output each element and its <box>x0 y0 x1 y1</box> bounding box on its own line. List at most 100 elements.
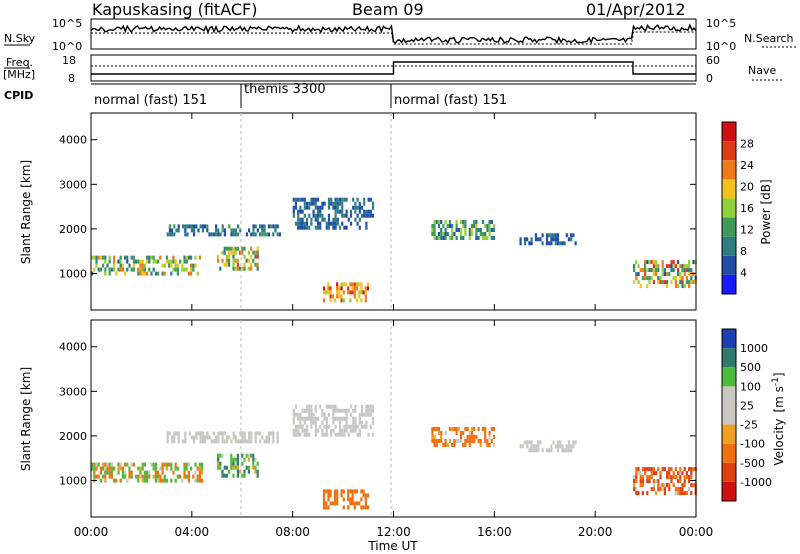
echo-cell <box>641 483 644 488</box>
echo-cell <box>674 491 677 496</box>
echo-cell <box>672 471 675 476</box>
echo-cell <box>159 478 162 483</box>
echo-cell <box>276 224 279 229</box>
echo-cell <box>570 448 573 453</box>
nsky-trace <box>90 23 697 45</box>
echo-cell <box>314 432 317 437</box>
x-tick-label: 12:00 <box>376 525 411 539</box>
echo-cell <box>688 467 691 472</box>
echo-cell <box>91 466 94 471</box>
echo-cell <box>183 255 186 260</box>
echo-cell <box>243 439 246 444</box>
echo-cell <box>344 282 348 287</box>
echo-cell <box>168 259 171 264</box>
echo-cell <box>674 280 677 285</box>
echo-cell <box>217 465 220 470</box>
echo-cell <box>104 271 107 276</box>
echo-cell <box>247 457 250 462</box>
echo-cell <box>477 427 480 431</box>
echo-cell <box>132 462 135 467</box>
nsearch-label: N.Search <box>744 32 794 45</box>
echo-cell <box>270 431 273 436</box>
echo-cell <box>333 497 337 502</box>
echo-cell <box>104 474 107 479</box>
echo-cell <box>104 466 107 471</box>
echo-cell <box>556 448 560 453</box>
power-colorbar-label: Power [dB] <box>759 179 773 244</box>
echo-cell <box>322 489 326 494</box>
echo-cell <box>681 487 684 492</box>
echo-cell <box>688 260 691 265</box>
colorbar-swatch <box>722 462 736 482</box>
echo-cell <box>292 408 295 413</box>
echo-cell <box>110 466 113 471</box>
echo-cell <box>128 466 131 471</box>
echo-cell <box>161 466 164 471</box>
echo-cell <box>362 493 365 498</box>
echo-cell <box>117 462 120 467</box>
echo-cell <box>239 250 242 255</box>
echo-cell <box>297 221 300 226</box>
echo-cell <box>345 424 348 429</box>
echo-cell <box>688 284 691 289</box>
echo-cell <box>308 225 311 230</box>
echo-cell <box>152 466 155 471</box>
echo-cell <box>340 489 343 494</box>
echo-cell <box>364 497 367 502</box>
echo-cell <box>173 435 176 440</box>
echo-cell <box>349 497 352 502</box>
echo-cell <box>204 439 207 444</box>
echo-cell <box>204 224 207 229</box>
echo-cell <box>637 471 640 476</box>
echo-cell <box>369 197 372 202</box>
echo-cell <box>666 264 669 269</box>
echo-cell <box>355 489 359 494</box>
echo-cell <box>232 435 235 440</box>
echo-cell <box>433 443 436 447</box>
echo-cell <box>208 232 211 237</box>
echo-cell <box>329 286 332 291</box>
echo-cell <box>556 237 560 242</box>
echo-cell <box>685 471 688 476</box>
echo-cell <box>366 505 370 510</box>
echo-cell <box>121 267 124 272</box>
echo-cell <box>635 475 638 480</box>
echo-cell <box>308 205 311 210</box>
echo-cell <box>299 420 302 425</box>
echo-cell <box>490 439 493 443</box>
echo-cell <box>199 435 202 440</box>
echo-cell <box>263 439 266 444</box>
echo-cell <box>201 462 204 467</box>
echo-cell <box>322 497 326 502</box>
echo-cell <box>333 298 337 303</box>
echo-cell <box>488 443 491 447</box>
echo-cell <box>314 225 317 230</box>
nave-tick-bottom: 0 <box>706 72 713 85</box>
echo-cell <box>170 478 173 483</box>
echo-cell <box>537 440 540 445</box>
echo-cell <box>567 237 571 242</box>
colorbar-swatch <box>722 141 736 161</box>
echo-cell <box>130 255 133 260</box>
echo-cell <box>367 408 370 413</box>
echo-cell <box>641 491 644 496</box>
echo-cell <box>437 232 441 236</box>
echo-cell <box>358 501 361 506</box>
echo-cell <box>451 224 454 228</box>
echo-cell <box>159 255 162 260</box>
echo-cell <box>297 197 300 202</box>
colorbar-swatch <box>722 443 736 463</box>
echo-cell <box>484 427 487 431</box>
echo-cell <box>333 489 337 494</box>
echo-cell <box>492 427 496 431</box>
echo-cell <box>353 501 356 506</box>
echo-cell <box>356 221 359 226</box>
echo-cell <box>172 470 175 475</box>
echo-cell <box>239 469 242 474</box>
echo-cell <box>256 461 259 466</box>
echo-cell <box>217 431 220 436</box>
colorbar-frame <box>721 121 737 295</box>
echo-cell <box>453 427 456 431</box>
echo-cell <box>648 475 651 480</box>
echo-cell <box>453 439 456 443</box>
